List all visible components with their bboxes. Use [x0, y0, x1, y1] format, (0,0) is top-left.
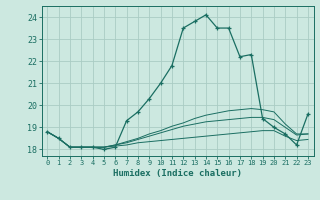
X-axis label: Humidex (Indice chaleur): Humidex (Indice chaleur) [113, 169, 242, 178]
